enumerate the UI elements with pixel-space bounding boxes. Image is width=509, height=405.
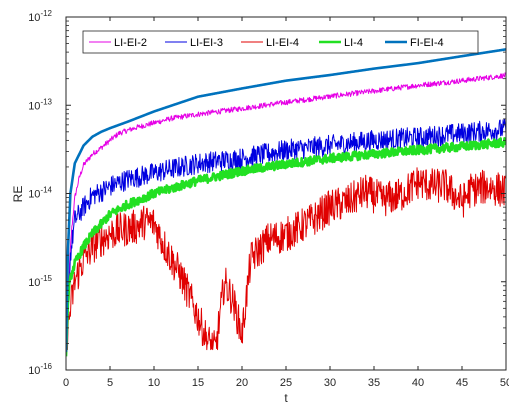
series-layer [66,48,506,357]
y-tick-label: 10-15 [28,274,52,289]
x-tick-label: 0 [63,377,69,389]
x-tick-label: 25 [280,377,292,389]
plot-area [66,17,506,370]
legend: LI-EI-2 LI-EI-3 LI-EI-4 LI-4 FI-EI-4 [82,30,479,54]
series-line-li-ei-3 [66,118,506,343]
y-tick-labels: 10-16 10-15 10-14 10-13 10-12 [28,9,52,377]
x-tick-label: 5 [107,377,113,389]
x-tick-label: 45 [456,377,468,389]
legend-label-fi-ei-4: FI-EI-4 [410,37,444,49]
ticks-layer [65,16,507,371]
legend-box [82,30,479,54]
y-tick-label: 10-16 [28,362,52,377]
legend-label-li-ei-3: LI-EI-3 [190,37,223,49]
legend-label-li-4: LI-4 [344,37,363,49]
series-line-fi-ei-4 [66,48,506,353]
y-tick-label: 10-12 [28,9,52,24]
x-tick-label: 50 [500,377,509,389]
y-axis-label: RE [11,186,25,203]
series-line-li-ei-2 [66,72,506,352]
legend-label-li-ei-2: LI-EI-2 [114,37,147,49]
x-tick-label: 35 [368,377,380,389]
series-line-li-ei-4 [66,167,506,351]
y-tick-label: 10-14 [28,186,52,201]
legend-label-li-ei-4: LI-EI-4 [266,37,299,49]
x-tick-labels: 0 5 10 15 20 25 30 35 40 45 50 [63,377,509,389]
x-tick-label: 20 [236,377,248,389]
x-axis-label: t [284,391,288,405]
y-tick-label: 10-13 [28,97,52,112]
x-tick-label: 40 [412,377,424,389]
x-tick-label: 15 [192,377,204,389]
series-line-li-4 [66,136,506,357]
x-tick-label: 10 [148,377,160,389]
x-tick-label: 30 [324,377,336,389]
